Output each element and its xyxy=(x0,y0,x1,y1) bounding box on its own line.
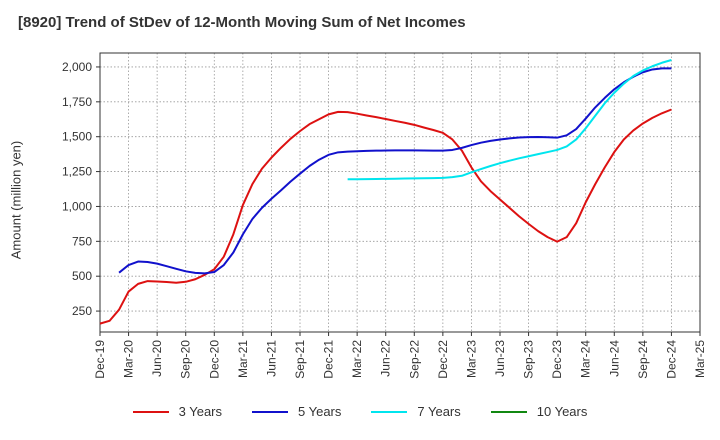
x-tick-label: Dec-24 xyxy=(664,340,678,379)
series-line-7-years xyxy=(347,59,672,181)
y-tick-label: 1,000 xyxy=(62,199,92,213)
y-tick-label: 750 xyxy=(72,234,92,248)
x-tick-label: Dec-20 xyxy=(207,340,221,379)
legend-swatch xyxy=(490,410,527,413)
grid-lines xyxy=(100,53,700,332)
y-tick-label: 1,750 xyxy=(62,95,92,109)
x-tick-label: Mar-23 xyxy=(464,340,478,378)
legend-label: 7 Years xyxy=(417,404,461,419)
x-tick-label: Jun-23 xyxy=(493,340,507,377)
plot-area-border xyxy=(99,52,701,333)
y-tick-label: 500 xyxy=(72,269,92,283)
x-tick-label: Sep-20 xyxy=(179,340,193,379)
x-tick-label: Jun-21 xyxy=(264,340,278,377)
x-tick-label: Dec-19 xyxy=(93,340,107,379)
y-tick-label: 1,500 xyxy=(62,130,92,144)
y-tick-label: 1,250 xyxy=(62,165,92,179)
legend-swatch xyxy=(132,410,169,413)
legend-label: 10 Years xyxy=(536,404,588,419)
series-lines xyxy=(99,59,672,325)
series-line-5-years xyxy=(118,67,672,275)
legend-item-7-years: 7 Years xyxy=(371,404,461,419)
x-tick-label: Sep-23 xyxy=(522,340,536,379)
y-tick-label: 2,000 xyxy=(62,60,92,74)
legend-swatch xyxy=(252,410,288,413)
x-tick-label: Mar-24 xyxy=(579,340,593,378)
x-axis-ticks: Dec-19 Mar-20 Jun-20 Sep-20 Dec-20 Mar-21 Jun-… xyxy=(93,332,707,379)
x-tick-label: Mar-20 xyxy=(122,340,136,378)
legend-swatch xyxy=(371,410,408,413)
x-tick-label: Dec-21 xyxy=(322,340,336,379)
chart-legend: 3 Years 5 Years 7 Years 10 Years xyxy=(0,404,720,419)
series-line-3-years xyxy=(99,108,672,325)
legend-label: 5 Years xyxy=(298,404,342,419)
x-tick-label: Jun-20 xyxy=(150,340,164,377)
y-axis-ticks: 250 500 750 1,000 1,250 1,500 1,750 2,000 xyxy=(62,60,100,318)
x-tick-label: Mar-22 xyxy=(350,340,364,378)
x-tick-label: Jun-22 xyxy=(379,340,393,377)
x-tick-label: Sep-24 xyxy=(636,340,650,379)
x-tick-label: Jun-24 xyxy=(607,340,621,377)
x-tick-label: Dec-22 xyxy=(436,340,450,379)
y-tick-label: 250 xyxy=(72,304,92,318)
legend-item-5-years: 5 Years xyxy=(252,404,341,419)
x-tick-label: Mar-21 xyxy=(236,340,250,378)
x-tick-label: Sep-21 xyxy=(293,340,307,379)
chart-title: [8920] Trend of StDev of 12-Month Moving… xyxy=(18,14,466,31)
line-chart: 250 500 750 1,000 1,250 1,500 1,750 2,000 Dec-1… xyxy=(62,52,707,379)
x-tick-label: Mar-25 xyxy=(693,340,707,378)
x-tick-label: Sep-22 xyxy=(407,340,421,379)
legend-item-3-years: 3 Years xyxy=(132,404,222,419)
x-tick-label: Dec-23 xyxy=(550,340,564,379)
legend-item-10-years: 10 Years xyxy=(490,404,588,419)
legend-label: 3 Years xyxy=(178,404,222,419)
